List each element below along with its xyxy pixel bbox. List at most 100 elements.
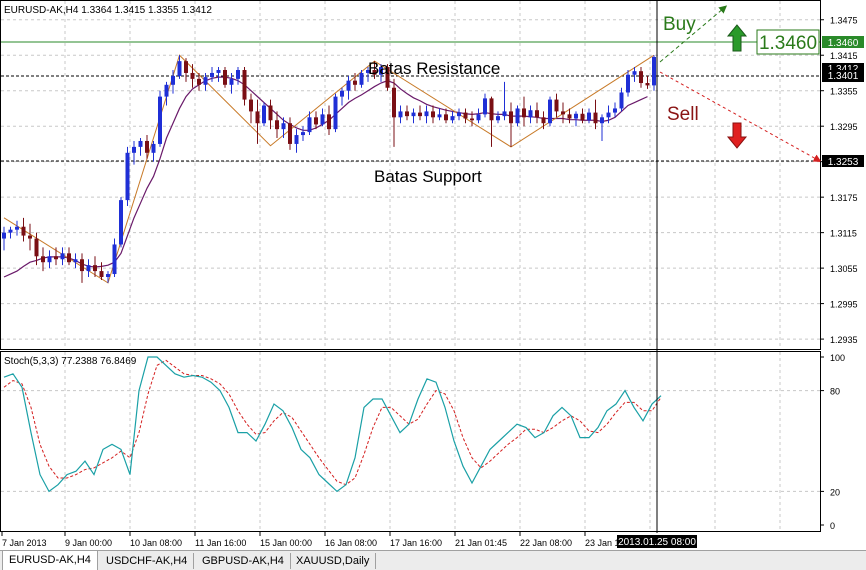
chart-tab-bar: EURUSD-AK,H4 USDCHF-AK,H4 GBPUSD-AK,H4 X… — [0, 550, 866, 570]
candle-body — [307, 117, 312, 133]
svg-text:1.3253: 1.3253 — [828, 157, 859, 168]
candle-body — [418, 112, 422, 117]
candle-body — [93, 265, 97, 272]
tab-gbpusd[interactable]: GBPUSD-AK,H4 — [196, 553, 291, 569]
candle-body — [463, 112, 468, 119]
candle-body — [301, 132, 305, 136]
candle-body — [119, 200, 123, 245]
candle-body — [502, 111, 507, 117]
candle-body — [619, 92, 624, 109]
target-box — [756, 29, 820, 55]
candle-body — [86, 265, 91, 272]
candle-body — [190, 72, 195, 79]
candle-body — [112, 244, 117, 275]
candle-body — [593, 112, 598, 124]
y-tick-label: 1.3415 — [830, 51, 858, 61]
support-label: Batas Support — [374, 167, 482, 186]
stochastic-lines — [3, 356, 662, 493]
candle-body — [34, 238, 39, 257]
price-tag-bid: 1.3412 — [822, 63, 864, 75]
svg-text:1.3460: 1.3460 — [828, 38, 859, 49]
y-tick-label: 1.3055 — [830, 264, 858, 274]
candle-body — [528, 110, 533, 118]
y-tick-label: 20 — [830, 487, 840, 497]
candle-body — [489, 98, 494, 121]
x-tick-label: 22 Jan 08:00 — [520, 538, 572, 548]
candle-body — [151, 143, 156, 153]
x-tick-label: 16 Jan 08:00 — [325, 538, 377, 548]
main-chart-frame — [0, 0, 821, 350]
candle-body — [561, 111, 565, 115]
x-tick-label: 17 Jan 16:00 — [390, 538, 442, 548]
grid — [1, 1, 820, 531]
target-price-label: 1.3460 — [759, 33, 817, 54]
candle-body — [236, 70, 240, 79]
candle-body — [125, 152, 130, 201]
candle-body — [15, 226, 19, 230]
candle-body — [613, 108, 617, 113]
candle-body — [268, 105, 273, 121]
tab-eurusd[interactable]: EURUSD-AK,H4 — [2, 551, 98, 570]
y-tick-label: 1.3295 — [830, 122, 858, 132]
candle-body — [626, 74, 630, 93]
candle-body — [340, 90, 344, 97]
candle-body — [281, 123, 286, 130]
svg-text:2013.01.25 08:00: 2013.01.25 08:00 — [618, 537, 696, 548]
candle-body — [639, 71, 643, 84]
zigzag-polyline — [3, 54, 655, 284]
svg-text:1.3401: 1.3401 — [828, 71, 859, 82]
candle-body — [567, 114, 572, 119]
candle-body — [535, 110, 539, 118]
price-tag-green: 1.3460 — [822, 36, 864, 49]
candle-body — [645, 83, 650, 86]
candle-body — [177, 61, 182, 76]
y-tick-label: 0 — [830, 521, 835, 531]
candle-body — [80, 259, 84, 272]
candle-body — [99, 271, 104, 277]
candle-body — [405, 111, 409, 117]
sell-label: Sell — [667, 104, 699, 125]
stoch-main-line — [3, 356, 662, 493]
stoch-signal-line — [3, 359, 662, 486]
y-tick-label: 1.3475 — [830, 16, 858, 26]
candle-body — [457, 112, 461, 117]
candle-body — [255, 111, 260, 124]
x-tick-label: 23 Jan 16:00 — [585, 538, 637, 548]
candle-body — [47, 256, 52, 263]
svg-text:1.3412: 1.3412 — [828, 64, 859, 75]
candle-body — [333, 96, 338, 130]
price-tag-resistance: 1.3401 — [822, 70, 864, 82]
price-tag-support: 1.3253 — [822, 155, 864, 168]
candle-body — [132, 146, 136, 153]
candle-body — [515, 108, 520, 124]
candle-body — [249, 99, 253, 112]
candle-body — [470, 118, 474, 121]
candle-body — [203, 77, 208, 85]
candle-body — [138, 140, 143, 147]
candle-body — [60, 253, 65, 260]
candle-body — [229, 78, 234, 85]
tab-usdchf[interactable]: USDCHF-AK,H4 — [100, 553, 195, 569]
y-tick-label: 1.2935 — [830, 335, 858, 345]
candle-body — [73, 259, 78, 263]
chart-canvas[interactable]: 1.3460 Buy Sell Batas Resistance Batas S… — [0, 0, 866, 550]
candle-body — [411, 112, 416, 117]
candle-body — [554, 99, 559, 112]
candle-body — [574, 113, 578, 119]
tab-xauusd[interactable]: XAUUSD,Daily — [290, 553, 377, 569]
moving-average — [3, 76, 648, 278]
candle-body — [242, 70, 247, 100]
candle-body — [496, 116, 500, 121]
indicator-axis: 100 80 20 0 — [820, 353, 845, 531]
candle-body — [21, 226, 26, 236]
x-tick-label: 9 Jan 00:00 — [65, 538, 112, 548]
candle-body — [275, 120, 279, 130]
sell-projection-arrow — [659, 71, 822, 162]
candle-body — [632, 71, 637, 75]
candle-body — [106, 274, 110, 277]
zigzag-line — [3, 54, 655, 284]
candle-body — [385, 67, 390, 88]
candle-body — [262, 105, 266, 124]
x-tick-label: 7 Jan 2013 — [2, 538, 47, 548]
